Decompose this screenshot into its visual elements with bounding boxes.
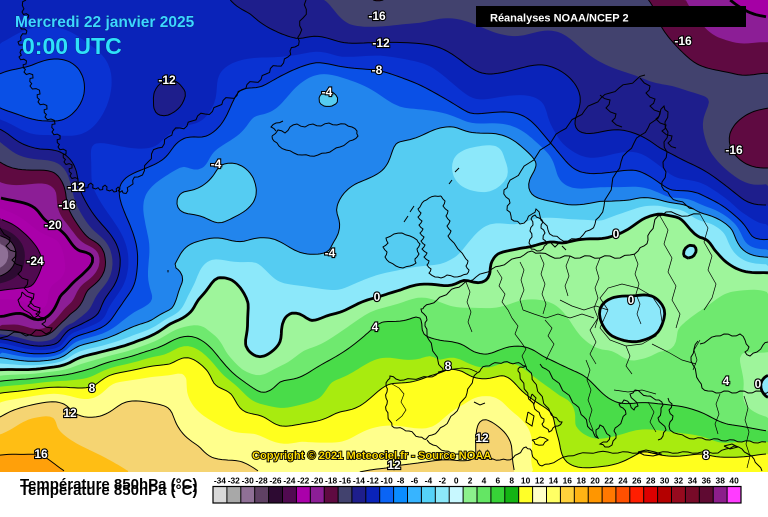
svg-text:-6: -6 <box>411 476 419 486</box>
svg-text:0: 0 <box>613 227 620 241</box>
svg-text:-16: -16 <box>339 476 351 486</box>
svg-text:20: 20 <box>590 476 600 486</box>
svg-text:22: 22 <box>604 476 614 486</box>
svg-text:26: 26 <box>632 476 642 486</box>
svg-text:4: 4 <box>482 476 487 486</box>
svg-text:-26: -26 <box>269 476 281 486</box>
svg-text:-12: -12 <box>367 476 379 486</box>
svg-text:-12: -12 <box>67 180 85 194</box>
svg-text:-12: -12 <box>158 73 176 87</box>
svg-text:-2: -2 <box>439 476 447 486</box>
svg-text:Température 850hPa (°C): Température 850hPa (°C) <box>20 476 197 493</box>
svg-text:4: 4 <box>372 320 379 334</box>
svg-text:2: 2 <box>468 476 473 486</box>
svg-text:0: 0 <box>454 476 459 486</box>
svg-text:10: 10 <box>521 476 531 486</box>
svg-text:6: 6 <box>495 476 500 486</box>
svg-text:-20: -20 <box>311 476 323 486</box>
svg-text:18: 18 <box>577 476 587 486</box>
svg-text:-16: -16 <box>725 143 743 157</box>
svg-text:8: 8 <box>89 381 96 395</box>
svg-text:-10: -10 <box>381 476 393 486</box>
svg-text:4: 4 <box>723 374 730 388</box>
svg-text:Température 850hPa (°C): Température 850hPa (°C) <box>20 482 197 499</box>
svg-text:-8: -8 <box>372 63 383 77</box>
svg-text:24: 24 <box>618 476 628 486</box>
svg-text:0:00 UTC: 0:00 UTC <box>22 33 122 59</box>
svg-text:-4: -4 <box>322 85 333 99</box>
svg-text:-14: -14 <box>353 476 365 486</box>
svg-text:-20: -20 <box>44 218 62 232</box>
svg-text:-22: -22 <box>297 476 309 486</box>
svg-text:16: 16 <box>34 447 48 461</box>
svg-text:Copyright © 2021 Meteociel.fr: Copyright © 2021 Meteociel.fr - Source N… <box>252 450 491 462</box>
svg-text:-30: -30 <box>242 476 254 486</box>
svg-text:12: 12 <box>387 458 401 472</box>
svg-text:16: 16 <box>563 476 573 486</box>
svg-text:28: 28 <box>646 476 656 486</box>
svg-text:8: 8 <box>445 359 452 373</box>
svg-text:12: 12 <box>63 406 77 420</box>
svg-text:-24: -24 <box>26 254 44 268</box>
svg-text:-24: -24 <box>283 476 295 486</box>
svg-text:-16: -16 <box>58 198 76 212</box>
svg-text:0: 0 <box>628 293 635 307</box>
svg-text:12: 12 <box>535 476 545 486</box>
svg-text:34: 34 <box>688 476 698 486</box>
svg-text:Réanalyses NOAA/NCEP 2: Réanalyses NOAA/NCEP 2 <box>490 13 629 25</box>
svg-text:8: 8 <box>509 476 514 486</box>
svg-text:-8: -8 <box>397 476 405 486</box>
svg-text:Mercredi 22 janvier 2025: Mercredi 22 janvier 2025 <box>15 14 195 31</box>
svg-text:12: 12 <box>475 431 489 445</box>
svg-text:30: 30 <box>660 476 670 486</box>
svg-text:-16: -16 <box>368 9 386 23</box>
svg-text:0: 0 <box>374 290 381 304</box>
svg-text:8: 8 <box>703 448 710 462</box>
svg-text:32: 32 <box>674 476 684 486</box>
svg-text:40: 40 <box>729 476 739 486</box>
svg-text:38: 38 <box>716 476 726 486</box>
svg-text:-28: -28 <box>256 476 268 486</box>
svg-text:36: 36 <box>702 476 712 486</box>
svg-text:-34: -34 <box>214 476 226 486</box>
svg-text:14: 14 <box>549 476 559 486</box>
svg-text:-18: -18 <box>325 476 337 486</box>
svg-text:-4: -4 <box>325 246 336 260</box>
svg-text:0: 0 <box>755 377 762 391</box>
svg-text:-12: -12 <box>372 36 390 50</box>
svg-text:-16: -16 <box>674 34 692 48</box>
svg-text:-32: -32 <box>228 476 240 486</box>
svg-text:-4: -4 <box>425 476 433 486</box>
svg-text:-4: -4 <box>211 157 222 171</box>
